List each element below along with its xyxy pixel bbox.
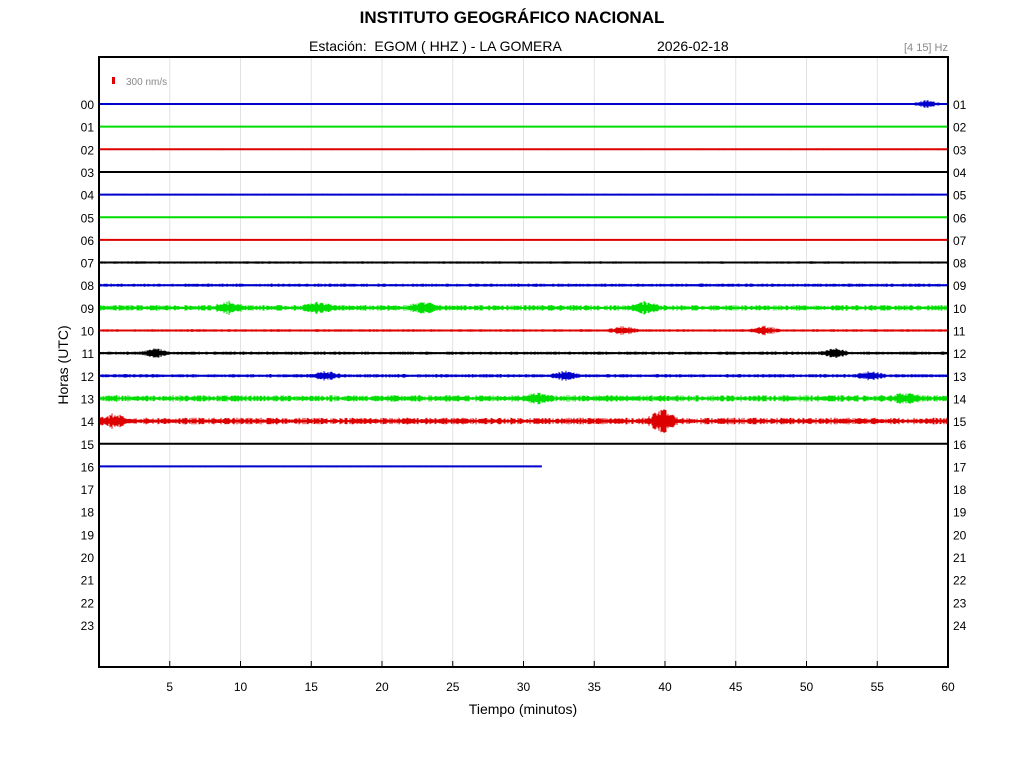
hour-label-left: 18 <box>81 506 95 520</box>
hour-label-right: 16 <box>953 438 967 452</box>
station-prefix: Estación: <box>309 38 367 54</box>
y-axis-title: Horas (UTC) <box>55 325 71 404</box>
hour-label-right: 15 <box>953 415 967 429</box>
hour-label-right: 07 <box>953 234 967 248</box>
hour-label-left: 01 <box>81 121 95 135</box>
trace-layer <box>98 100 949 468</box>
plot-frame <box>98 56 949 668</box>
hour-label-right: 19 <box>953 506 967 520</box>
hour-label-right: 09 <box>953 279 967 293</box>
hour-label-left: 10 <box>81 325 95 339</box>
x-tick-label: 5 <box>166 680 173 694</box>
hour-label-left: 08 <box>81 279 95 293</box>
hour-label-left: 00 <box>81 98 95 112</box>
hour-label-right: 08 <box>953 257 967 271</box>
x-tick-label: 60 <box>941 680 955 694</box>
hour-label-left: 05 <box>81 211 95 225</box>
hour-label-left: 04 <box>81 189 95 203</box>
date-label: 2026-02-18 <box>657 38 729 54</box>
frequency-band-label: [4 15] Hz <box>903 42 948 54</box>
hour-label-left: 23 <box>81 619 95 633</box>
hour-label-left: 11 <box>82 347 95 361</box>
x-axis-title: Tiempo (minutos) <box>469 701 577 717</box>
hour-label-right: 03 <box>953 143 967 157</box>
hour-label-left: 02 <box>81 143 95 157</box>
hour-label-right: 18 <box>953 483 967 497</box>
hour-label-right: 24 <box>953 619 967 633</box>
hour-label-right: 12 <box>953 347 967 361</box>
x-tick-label: 20 <box>375 680 389 694</box>
hour-label-right: 11 <box>953 325 966 339</box>
hour-label-right: 04 <box>953 166 967 180</box>
hour-label-right: 01 <box>953 98 967 112</box>
hour-label-right: 20 <box>953 528 967 542</box>
station-name: EGOM ( HHZ ) - LA GOMERA <box>374 38 562 54</box>
hour-label-left: 16 <box>81 460 95 474</box>
hour-label-left: 14 <box>81 415 95 429</box>
x-tick-label: 45 <box>729 680 743 694</box>
scale-bar-label: 300 nm/s <box>126 77 167 88</box>
x-tick-label: 10 <box>234 680 248 694</box>
hour-label-left: 03 <box>81 166 95 180</box>
hour-label-left: 15 <box>81 438 95 452</box>
x-tick-label: 55 <box>871 680 885 694</box>
hour-label-right: 23 <box>953 596 967 610</box>
x-tick-label: 25 <box>446 680 460 694</box>
hour-label-left: 09 <box>81 302 95 316</box>
hour-label-left: 13 <box>81 392 95 406</box>
label-layer: 5 10 15 20 25 30 35 40 45 50 55 60 00 01 02 03 04 05 06 07 0… <box>81 98 967 694</box>
hour-label-left: 19 <box>81 528 95 542</box>
scale-bar-marker <box>112 77 115 84</box>
trace-hour-01 <box>98 126 949 128</box>
hour-label-left: 21 <box>81 574 95 588</box>
x-tick-label: 35 <box>588 680 602 694</box>
hour-label-right: 14 <box>953 392 967 406</box>
hour-label-left: 07 <box>81 257 95 271</box>
hour-label-right: 02 <box>953 121 967 135</box>
hour-label-left: 12 <box>81 370 95 384</box>
hour-label-right: 17 <box>953 460 967 474</box>
hour-label-right: 13 <box>953 370 967 384</box>
page-title: INSTITUTO GEOGRÁFICO NACIONAL <box>359 8 665 27</box>
station-line: Estación: EGOM ( HHZ ) - LA GOMERA <box>309 38 562 54</box>
hour-label-left: 17 <box>81 483 95 497</box>
grid-layer <box>169 57 878 667</box>
x-tick-label: 50 <box>800 680 814 694</box>
x-tick-label: 15 <box>305 680 319 694</box>
x-tick-label: 30 <box>517 680 531 694</box>
hour-label-left: 22 <box>81 596 95 610</box>
hour-label-left: 20 <box>81 551 95 565</box>
hour-label-right: 10 <box>953 302 967 316</box>
hour-label-right: 22 <box>953 574 967 588</box>
x-tick-label: 40 <box>658 680 672 694</box>
hour-label-right: 21 <box>953 551 967 565</box>
hour-label-right: 05 <box>953 189 967 203</box>
hour-label-left: 06 <box>81 234 95 248</box>
hour-label-right: 06 <box>953 211 967 225</box>
